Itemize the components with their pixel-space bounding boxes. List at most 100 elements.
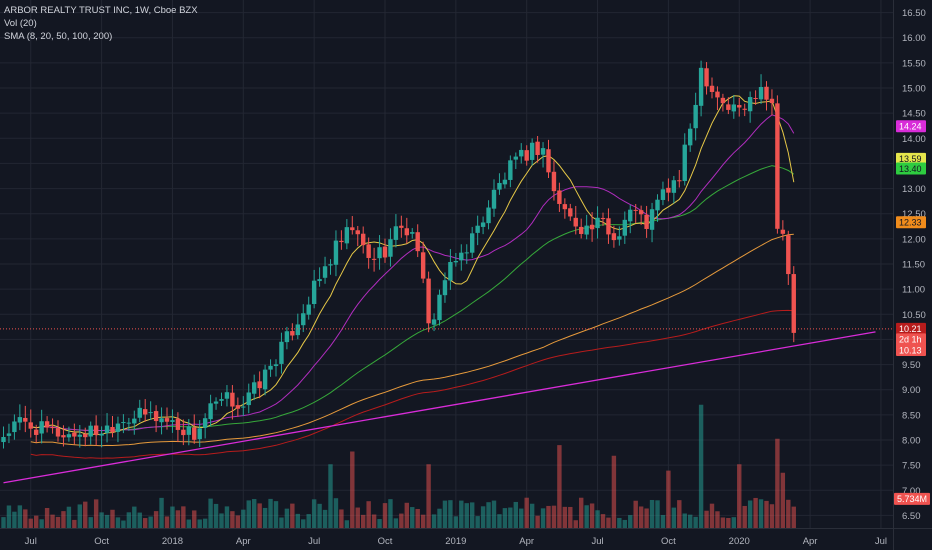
candle-body [709, 85, 715, 92]
price-tick-label: 12.50 [902, 209, 926, 220]
volume-bar [350, 451, 355, 528]
candle [764, 81, 769, 111]
candle [186, 418, 191, 446]
volume-bar [551, 505, 557, 528]
candle [170, 409, 175, 433]
volume-bar [93, 499, 99, 528]
candle-body [404, 228, 409, 236]
candle-body [290, 331, 295, 336]
candle [780, 220, 786, 241]
sma-indicator-label[interactable]: SMA (8, 20, 50, 100, 200) [4, 31, 113, 42]
volume-bar [121, 520, 126, 528]
candle [126, 417, 132, 431]
volume-bar [573, 520, 578, 528]
candle [437, 289, 442, 326]
candle [579, 218, 584, 239]
candle-body [682, 144, 687, 182]
volume-bar [666, 470, 671, 528]
candle-body [453, 260, 459, 263]
volume-bar [110, 509, 115, 528]
candle [93, 415, 99, 446]
volume-bar [66, 506, 72, 528]
volume-bar [786, 499, 791, 528]
volume-indicator-label[interactable]: Vol (20) [4, 18, 37, 29]
candle-body [764, 86, 769, 100]
candle-body [344, 227, 350, 244]
candle-body [322, 266, 328, 278]
volume-bar [246, 500, 251, 528]
candle [404, 217, 409, 244]
volume-bar [655, 500, 660, 528]
candle [339, 230, 344, 250]
candle-body [720, 97, 726, 104]
volume-bar [137, 512, 142, 528]
volume-bar [252, 499, 257, 528]
candle [6, 423, 12, 444]
volume-bar [568, 506, 573, 528]
candle [246, 383, 251, 414]
candle [44, 416, 50, 433]
price-tick-label: 7.50 [902, 461, 921, 472]
volume-bar [126, 512, 132, 528]
candle-body [213, 401, 219, 404]
volume-bar [12, 511, 17, 528]
candle [72, 423, 77, 445]
candle [562, 198, 568, 219]
candle [110, 416, 115, 438]
candle [121, 414, 126, 434]
price-label-text: 12.33 [899, 218, 922, 228]
candle-body [257, 381, 262, 389]
candle-body [584, 225, 589, 235]
price-tick-label: 8.00 [902, 436, 921, 447]
time-tick-label: 2018 [162, 536, 183, 547]
time-tick-label: 2020 [729, 536, 750, 547]
volume-bar [279, 517, 284, 528]
candle-body [431, 319, 437, 325]
time-axis-labels: Jul Oct 2018 Apr Jul Oct 2019 Apr Jul Oct 2020 Apr J… [25, 536, 887, 547]
candle [633, 203, 638, 224]
candle-body [737, 105, 742, 108]
candle-body [306, 304, 311, 315]
price-tick-label: 13.00 [902, 184, 926, 195]
candle [557, 182, 562, 212]
volume-bar [1, 517, 6, 528]
volume-bar [480, 506, 486, 528]
volume-bar [437, 508, 442, 528]
volume-bar [170, 506, 175, 528]
volume-bar [55, 516, 61, 528]
candle-body [595, 217, 600, 229]
candle-body [677, 180, 682, 182]
candle [519, 143, 524, 164]
candle-body [333, 240, 339, 265]
candle [301, 304, 306, 333]
volume-value-label: 5.734M [894, 492, 930, 505]
time-tick-label: 2019 [445, 536, 466, 547]
symbol-title[interactable]: ARBOR REALTY TRUST INC, 1W, Cboe BZX [4, 5, 198, 16]
volume-bar [540, 508, 546, 528]
candle [535, 136, 540, 163]
candle-body [148, 412, 153, 414]
time-tick-label: Jul [25, 536, 37, 547]
candle [284, 326, 290, 350]
volume-bar [557, 445, 562, 528]
candle-body [175, 418, 181, 430]
volume-bar [698, 404, 704, 528]
candle-body [671, 180, 677, 193]
candle [791, 266, 796, 343]
candle-body [502, 179, 508, 185]
candle [12, 414, 17, 440]
candle-body [524, 150, 529, 161]
candle [132, 410, 137, 435]
price-axis-ticks: 16.5016.0015.5015.0014.5014.0013.5013.00… [902, 8, 926, 522]
time-tick-label: Jul [875, 536, 887, 547]
candle-body [339, 240, 344, 243]
candle-body [115, 423, 121, 432]
candle [350, 216, 355, 235]
volume-bar [17, 505, 23, 528]
volume-bar [415, 508, 420, 528]
candle [442, 272, 448, 303]
candle-body [153, 411, 159, 422]
volume-bar [508, 507, 513, 528]
candle-body [328, 264, 333, 266]
